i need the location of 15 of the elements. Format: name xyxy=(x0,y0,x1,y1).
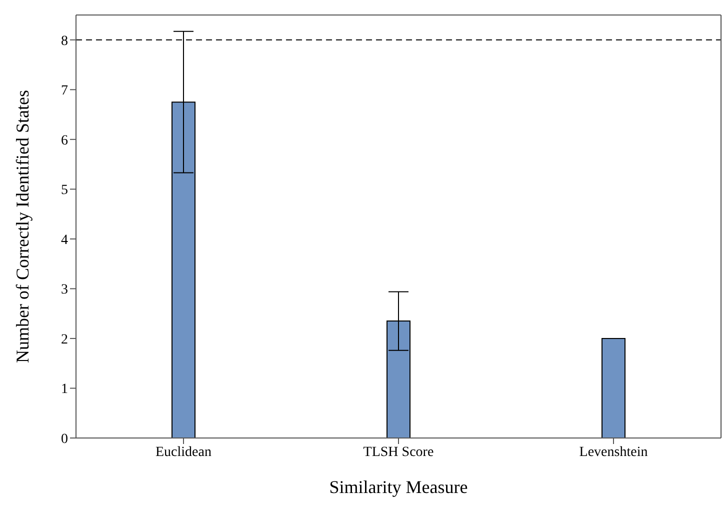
x-axis-title: Similarity Measure xyxy=(329,477,468,497)
x-tick-label: Levenshtein xyxy=(579,444,648,460)
x-tick-label: Euclidean xyxy=(156,444,212,460)
y-tick-label: 3 xyxy=(61,282,68,298)
y-axis-title: Number of Correctly Identified States xyxy=(12,90,32,363)
x-tick-label: TLSH Score xyxy=(363,444,434,460)
y-tick-label: 6 xyxy=(61,133,68,148)
y-tick-label: 4 xyxy=(61,232,68,248)
y-tick-label: 5 xyxy=(61,183,68,198)
bar xyxy=(602,338,626,438)
y-tick-label: 0 xyxy=(61,432,68,447)
y-tick-label: 2 xyxy=(61,332,68,348)
y-tick-label: 8 xyxy=(61,34,68,49)
y-tick-label: 7 xyxy=(61,84,68,99)
y-tick-label: 1 xyxy=(61,382,68,398)
